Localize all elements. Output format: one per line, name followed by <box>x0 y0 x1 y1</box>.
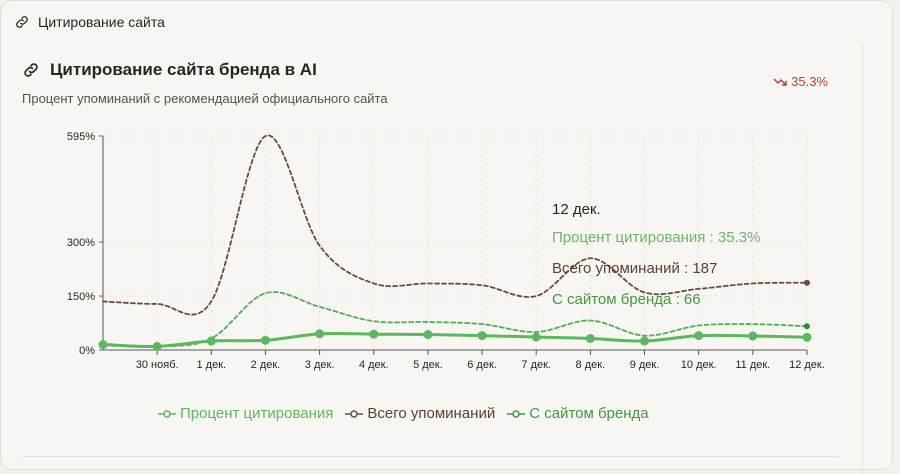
x-tick-label: 5 дек. <box>413 359 443 371</box>
legend-marker-icon <box>507 409 526 418</box>
data-point <box>802 332 812 342</box>
data-point <box>803 323 810 330</box>
line-chart[interactable]: 0% 150% 300% 595% 30 нояб. 1 дек. 2 дек. 3 дек… <box>0 0 900 461</box>
data-point <box>369 329 379 339</box>
tooltip-row: Процент цитирования : 35.3% <box>552 229 760 246</box>
tooltip-row: С сайтом бренда : 66 <box>552 291 701 308</box>
legend-label: Процент цитирования <box>180 405 334 422</box>
trend-badge: 35.3% <box>773 74 828 89</box>
section-header: Цитирование сайта <box>14 14 165 30</box>
x-tick-label: 10 дек. <box>681 359 717 371</box>
tooltip-row: Всего упоминаний : 187 <box>552 260 717 277</box>
chart-subtitle: Процент упоминаний с рекомендацией офици… <box>22 91 388 106</box>
y-tick-label: 0% <box>79 345 95 357</box>
legend-label: Всего упоминаний <box>367 405 496 422</box>
data-point <box>694 331 704 341</box>
x-tick-label: 8 дек. <box>576 359 606 371</box>
y-tick-label: 595% <box>67 131 95 143</box>
trend-value: 35.3% <box>791 74 828 89</box>
data-point <box>98 340 108 350</box>
legend-item-brand[interactable]: С сайтом бренда <box>507 405 649 422</box>
x-tick-label: 2 дек. <box>251 359 281 371</box>
data-point <box>585 333 595 343</box>
data-point <box>152 341 162 351</box>
y-axis: 0% 150% 300% 595% <box>67 131 104 357</box>
chart-title: Цитирование сайта бренда в AI <box>50 60 317 79</box>
section-title: Цитирование сайта <box>38 14 165 30</box>
x-tick-label: 6 дек. <box>467 359 497 371</box>
data-point <box>531 332 541 342</box>
chart-card <box>0 44 863 474</box>
tooltip-date: 12 дек. <box>552 201 601 218</box>
data-point <box>206 336 216 346</box>
series-line-brand <box>102 291 808 348</box>
data-point <box>748 331 758 341</box>
data-point <box>803 279 810 286</box>
link-icon <box>16 16 28 28</box>
chart-legend: Процент цитирования Всего упоминаний С с… <box>158 405 649 422</box>
chart-tooltip: 12 дек. Процент цитирования : 35.3% Всего … <box>552 201 760 308</box>
legend-marker-icon <box>345 409 364 418</box>
x-tick-label: 12 дек. <box>789 359 825 371</box>
data-point <box>260 335 270 345</box>
x-tick-label: 1 дек. <box>197 359 227 371</box>
legend-marker-icon <box>158 409 176 418</box>
divider <box>22 456 838 457</box>
chart-series <box>98 134 812 351</box>
x-tick-label: 9 дек. <box>630 359 660 371</box>
x-axis: 30 нояб. 1 дек. 2 дек. 3 дек. 4 дек. 5 дек. 6 … <box>103 349 825 371</box>
data-point <box>315 329 325 339</box>
y-tick-label: 150% <box>67 291 95 303</box>
data-point <box>423 330 433 340</box>
x-tick-label: 4 дек. <box>359 359 389 371</box>
data-point <box>640 336 649 346</box>
legend-item-total[interactable]: Всего упоминаний <box>345 405 495 422</box>
trend-down-icon <box>773 77 787 86</box>
data-point <box>477 331 487 341</box>
legend-label: С сайтом бренда <box>529 405 649 422</box>
y-tick-label: 300% <box>67 237 95 249</box>
series-line-total <box>102 134 808 316</box>
x-tick-label: 3 дек. <box>305 359 335 371</box>
series-line-citation <box>101 331 809 349</box>
chart-title-row: Цитирование сайта бренда в AI <box>22 60 317 80</box>
link-icon <box>24 63 38 77</box>
x-tick-label: 30 нояб. <box>136 359 179 371</box>
legend-item-citation[interactable]: Процент цитирования <box>158 405 333 422</box>
x-tick-label: 7 дек. <box>521 359 551 371</box>
x-tick-label: 11 дек. <box>735 359 770 371</box>
